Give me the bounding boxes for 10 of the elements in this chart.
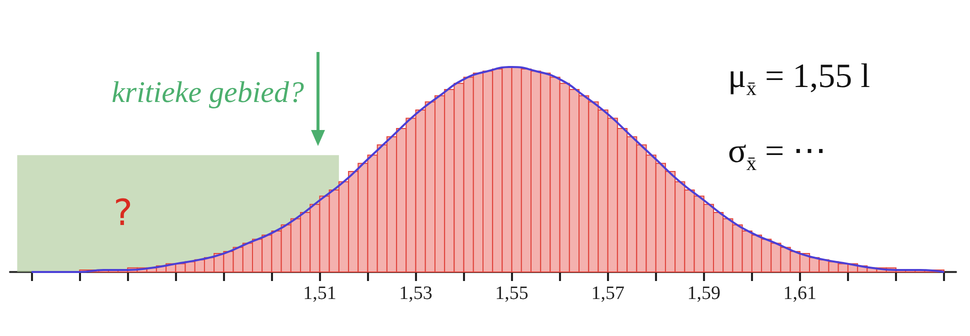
annotation: kritieke gebied? xyxy=(112,76,304,110)
annotation: μ$_{x̄}$ = 1,55 l xyxy=(728,58,870,101)
annotation: σ$_{x̄}$ = ⋯ xyxy=(728,132,827,176)
x-tick-label: 1,51 xyxy=(303,283,336,304)
band-label: ? xyxy=(114,193,133,234)
x-tick-label: 1,61 xyxy=(783,283,817,304)
x-tick-label: 1,53 xyxy=(399,283,432,304)
x-tick-label: 1,57 xyxy=(591,283,624,304)
x-tick-label: 1,55 xyxy=(495,283,528,304)
x-tick-label: 1,59 xyxy=(687,283,721,304)
